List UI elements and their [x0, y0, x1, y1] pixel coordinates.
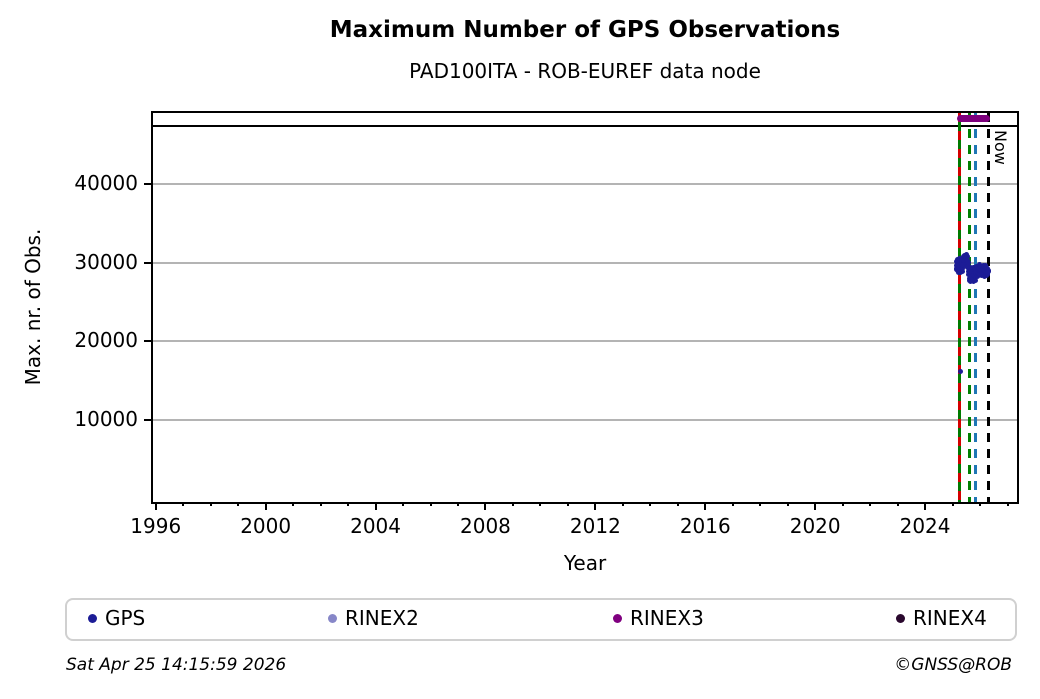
- x-minor-tick: [621, 502, 624, 506]
- chart-title: Maximum Number of GPS Observations: [329, 17, 841, 43]
- x-minor-tick: [731, 502, 734, 506]
- y-axis-label: Max. nr. of Obs.: [21, 228, 45, 386]
- y-tick-label: 20000: [74, 328, 138, 353]
- x-tick-label: 2016: [679, 514, 731, 538]
- gps-data-point: [985, 268, 991, 274]
- x-minor-tick: [456, 502, 459, 506]
- x-tick-label: 2000: [240, 514, 292, 538]
- x-minor-tick: [841, 502, 844, 506]
- x-major-tick: [484, 502, 487, 510]
- event-vline: [968, 113, 972, 502]
- y-gridline: [153, 340, 1017, 343]
- legend-rinex2-dot: [328, 614, 337, 623]
- event-vline: [957, 113, 961, 502]
- x-major-tick: [814, 502, 817, 510]
- x-major-tick: [704, 502, 707, 510]
- x-minor-tick: [566, 502, 569, 506]
- x-minor-tick: [1006, 502, 1009, 506]
- x-major-tick: [924, 502, 927, 510]
- gps-data-point: [964, 253, 970, 259]
- x-minor-tick: [539, 502, 542, 506]
- x-minor-tick: [292, 502, 295, 506]
- chart-subtitle: PAD100ITA - ROB-EUREF data node: [409, 59, 761, 83]
- copyright-credit: ©GNSS@ROB: [894, 655, 1012, 675]
- legend-rinex3-dot: [613, 614, 622, 623]
- x-tick-label: 2008: [460, 514, 511, 538]
- rinex3-band: [957, 114, 990, 122]
- x-tick-label: 2024: [899, 514, 951, 538]
- gps-data-point: [965, 259, 971, 265]
- legend-rinex4-label: RINEX4: [913, 606, 987, 630]
- x-minor-tick: [209, 502, 212, 506]
- gps-data-point: [959, 266, 965, 272]
- x-minor-tick: [896, 502, 899, 506]
- y-tick-mark: [144, 261, 151, 264]
- event-vline: [974, 113, 978, 502]
- x-minor-tick: [319, 502, 322, 506]
- x-minor-tick: [347, 502, 350, 506]
- x-minor-tick: [182, 502, 185, 506]
- x-minor-tick: [759, 502, 762, 506]
- x-tick-label: 1996: [130, 514, 182, 538]
- plot-timestamp: Sat Apr 25 14:15:59 2026: [66, 655, 287, 675]
- y-tick-mark: [144, 340, 151, 343]
- x-minor-tick: [511, 502, 514, 506]
- x-minor-tick: [402, 502, 405, 506]
- x-minor-tick: [786, 502, 789, 506]
- legend-rinex4-dot: [896, 614, 905, 623]
- y-tick-label: 30000: [74, 249, 138, 274]
- legend-rinex2-label: RINEX2: [345, 606, 419, 630]
- y-tick-label: 10000: [74, 406, 138, 431]
- x-minor-tick: [649, 502, 652, 506]
- x-minor-tick: [237, 502, 240, 506]
- y-gridline: [153, 261, 1017, 264]
- x-tick-label: 2012: [569, 514, 621, 538]
- x-axis-label: Year: [563, 551, 607, 575]
- x-minor-tick: [869, 502, 872, 506]
- x-major-tick: [154, 502, 157, 510]
- legend-rinex3-label: RINEX3: [630, 606, 704, 630]
- gps-data-point: [958, 369, 964, 375]
- x-tick-label: 2020: [789, 514, 841, 538]
- x-minor-tick: [429, 502, 432, 506]
- plot-area: Now: [151, 111, 1019, 504]
- y-tick-label: 40000: [74, 171, 138, 196]
- x-tick-label: 2004: [350, 514, 401, 538]
- x-major-tick: [374, 502, 377, 510]
- now-annotation: Now: [990, 130, 1010, 165]
- x-minor-tick: [676, 502, 679, 506]
- x-minor-tick: [951, 502, 954, 506]
- gps-data-point: [970, 279, 976, 285]
- y-tick-mark: [144, 418, 151, 421]
- now-vline: [987, 113, 991, 502]
- y-gridline: [153, 183, 1017, 186]
- legend-gps-label: GPS: [105, 606, 146, 630]
- y-gridline: [153, 418, 1017, 421]
- gps-data-point: [973, 278, 979, 284]
- y-tick-mark: [144, 183, 151, 186]
- gps-data-point: [959, 269, 965, 275]
- legend-gps-dot: [88, 614, 97, 623]
- x-major-tick: [594, 502, 597, 510]
- legend-box: [65, 598, 1017, 641]
- x-major-tick: [264, 502, 267, 510]
- max-obs-hline: [153, 124, 1017, 127]
- x-minor-tick: [979, 502, 982, 506]
